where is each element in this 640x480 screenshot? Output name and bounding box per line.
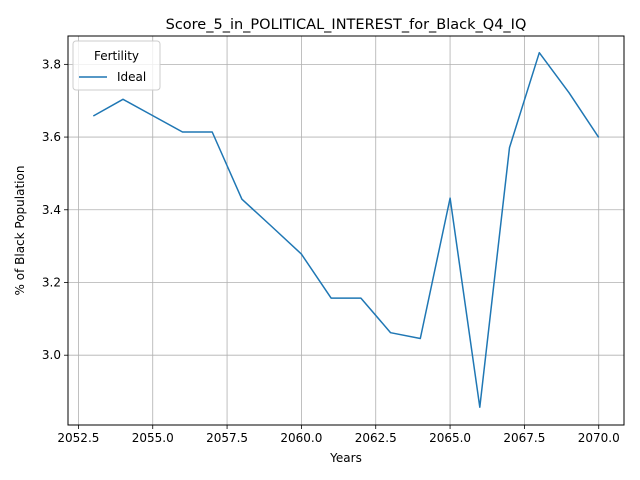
x-tick-label: 2052.5 <box>57 431 99 445</box>
data-layer <box>92 51 600 409</box>
data-point <box>92 115 95 118</box>
data-point <box>300 253 303 256</box>
data-point <box>597 136 600 139</box>
chart-title: Score_5_in_POLITICAL_INTEREST_for_Black_… <box>166 17 527 33</box>
data-point <box>270 225 273 228</box>
axis-ticks: 2052.5 2055.0 2057.5 2060.0 2062.5 2065.0 2067… <box>42 57 620 445</box>
data-point <box>478 406 481 409</box>
legend-title: Fertility <box>94 49 139 63</box>
data-point <box>538 51 541 54</box>
data-point <box>568 91 571 94</box>
x-tick-label: 2057.5 <box>206 431 248 445</box>
data-point <box>359 297 362 300</box>
data-point <box>240 198 243 201</box>
y-tick-label: 3.0 <box>42 348 61 362</box>
x-tick-label: 2070.0 <box>578 431 620 445</box>
x-tick-label: 2065.0 <box>429 431 471 445</box>
data-point <box>419 337 422 340</box>
y-axis-label: % of Black Population <box>13 166 27 296</box>
data-point <box>211 131 214 134</box>
x-tick-label: 2060.0 <box>280 431 322 445</box>
data-point <box>330 297 333 300</box>
y-tick-label: 3.8 <box>42 57 61 71</box>
y-tick-label: 3.6 <box>42 130 61 144</box>
series-line-ideal <box>92 51 600 408</box>
data-point <box>151 114 154 117</box>
y-tick-label: 3.4 <box>42 203 61 217</box>
x-axis-label: Years <box>329 451 362 465</box>
data-point <box>449 197 452 200</box>
data-point <box>181 131 184 134</box>
plot-frame <box>67 35 625 426</box>
x-tick-label: 2067.5 <box>503 431 545 445</box>
y-tick-label: 3.2 <box>42 275 61 289</box>
legend-entry-ideal: Ideal <box>117 70 146 84</box>
grid-lines <box>68 36 624 425</box>
legend: Fertility Ideal <box>72 40 161 91</box>
data-point <box>122 98 125 101</box>
x-tick-label: 2062.5 <box>355 431 397 445</box>
data-point <box>508 146 511 149</box>
x-tick-label: 2055.0 <box>132 431 174 445</box>
data-point <box>389 331 392 334</box>
